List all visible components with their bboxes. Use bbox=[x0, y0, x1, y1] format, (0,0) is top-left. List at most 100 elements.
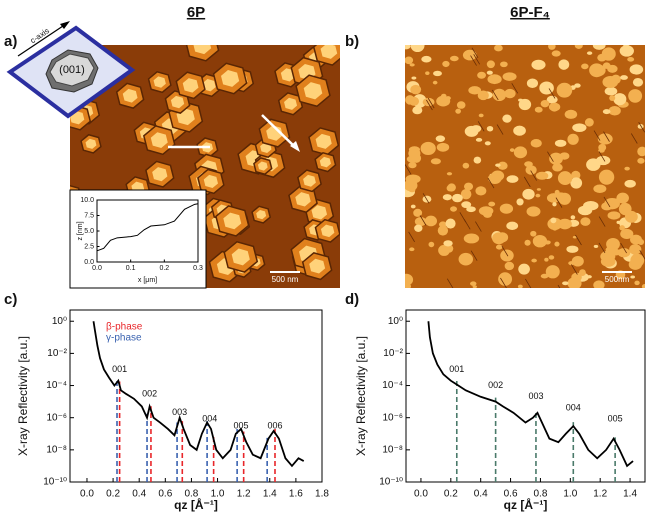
afm-grain bbox=[554, 241, 560, 247]
afm-grain bbox=[425, 71, 430, 75]
afm-streak bbox=[523, 176, 531, 188]
afm-grain bbox=[408, 162, 417, 169]
arrow-head bbox=[60, 21, 70, 29]
afm-grain bbox=[502, 72, 517, 81]
afm-grain bbox=[630, 275, 636, 279]
peak-label: 005 bbox=[234, 420, 249, 430]
afm-grain bbox=[475, 186, 487, 196]
afm-grain bbox=[598, 169, 615, 185]
y-tick-label: 10⁻¹⁰ bbox=[379, 477, 403, 488]
afm-grain-top bbox=[303, 82, 323, 100]
afm-grain bbox=[567, 277, 582, 288]
afm-grain bbox=[531, 59, 546, 70]
afm-grain bbox=[450, 206, 457, 212]
x-tick-label: 1.4 bbox=[263, 489, 277, 500]
x-tick-label: 0.4 bbox=[132, 489, 146, 500]
afm-grain bbox=[616, 192, 629, 204]
afm-grain bbox=[502, 114, 512, 123]
afm-grain bbox=[409, 247, 415, 252]
afm-grain bbox=[624, 166, 630, 171]
crystal-icon: c-axis (001) bbox=[6, 21, 136, 119]
plot-frame bbox=[69, 309, 323, 483]
x-tick-label: 1.4 bbox=[623, 489, 637, 500]
afm-grain bbox=[408, 146, 421, 153]
y-axis-label: z [nm] bbox=[77, 221, 84, 240]
afm-streak bbox=[501, 245, 509, 257]
afm-grain bbox=[574, 83, 581, 88]
afm-grain bbox=[437, 225, 449, 236]
afm-grain bbox=[494, 45, 503, 52]
afm-grain bbox=[548, 45, 556, 50]
afm-grain-top bbox=[320, 224, 335, 238]
afm-grain bbox=[468, 86, 482, 95]
panel-label: b) bbox=[345, 33, 359, 50]
crystal-face bbox=[49, 53, 95, 87]
scale-bar-label: 500 nm bbox=[272, 275, 299, 284]
afm-grain bbox=[443, 240, 453, 247]
afm-grain bbox=[557, 171, 573, 186]
afm-grain bbox=[499, 203, 514, 214]
afm-grain bbox=[411, 76, 417, 80]
peak-label: 005 bbox=[608, 414, 623, 424]
afm-grain bbox=[460, 189, 472, 200]
afm-grain bbox=[601, 47, 616, 61]
afm-streak bbox=[500, 277, 507, 288]
peak-label: 003 bbox=[528, 391, 543, 401]
afm-grain bbox=[414, 217, 427, 227]
x-tick-label: 0.0 bbox=[92, 265, 102, 272]
x-tick-label: 0.2 bbox=[159, 265, 169, 272]
afm-grain bbox=[495, 163, 501, 167]
peak-label: 002 bbox=[488, 380, 503, 390]
afm-grain bbox=[616, 220, 621, 225]
afm-grain bbox=[413, 208, 423, 217]
y-tick-label: 10⁻⁶ bbox=[382, 412, 403, 423]
y-tick-label: 10⁻² bbox=[47, 348, 67, 359]
afm-grain bbox=[495, 244, 503, 250]
afm-grain bbox=[414, 224, 423, 232]
afm-grain bbox=[530, 138, 542, 148]
x-tick-label: 0.0 bbox=[80, 489, 94, 500]
afm-grain bbox=[566, 245, 579, 253]
afm-streak bbox=[446, 278, 454, 288]
afm-streak bbox=[419, 215, 427, 226]
afm-grain bbox=[455, 108, 461, 114]
y-tick-label: 10⁰ bbox=[388, 316, 403, 327]
afm-grain bbox=[483, 210, 493, 218]
afm-grain bbox=[590, 64, 606, 77]
y-tick-label: 10⁻⁸ bbox=[382, 444, 403, 455]
x-tick-label: 1.0 bbox=[211, 489, 225, 500]
afm-streak bbox=[408, 231, 415, 243]
afm-grain bbox=[436, 142, 450, 152]
afm-grain bbox=[567, 133, 579, 145]
afm-streak bbox=[496, 124, 504, 135]
afm-grain bbox=[405, 174, 421, 184]
afm-grain bbox=[472, 285, 477, 288]
afm-grain-top bbox=[260, 142, 272, 153]
afm-grain bbox=[442, 60, 450, 68]
y-tick-label: 10⁻⁴ bbox=[382, 380, 403, 391]
afm-grain bbox=[462, 49, 477, 61]
x-axis-label: qz [Å⁻¹] bbox=[174, 497, 218, 512]
y-tick-label: 0.0 bbox=[84, 259, 94, 266]
afm-grain bbox=[526, 206, 541, 217]
data-line bbox=[96, 203, 199, 252]
afm-grain bbox=[461, 201, 472, 209]
x-axis-label: qz [Å⁻¹] bbox=[504, 497, 548, 512]
afm-grain bbox=[410, 84, 422, 95]
afm-grain bbox=[604, 87, 618, 96]
y-tick-label: 10⁻² bbox=[383, 348, 403, 359]
afm-grain bbox=[456, 101, 466, 109]
axis-arrow bbox=[17, 23, 67, 57]
afm-streak bbox=[530, 170, 537, 181]
afm-streak bbox=[525, 278, 532, 288]
afm-grain bbox=[488, 173, 502, 184]
x-tick-label: 1.8 bbox=[315, 489, 329, 500]
afm-grain bbox=[408, 187, 416, 193]
afm-grain bbox=[530, 230, 537, 237]
y-axis-label: X-ray Reflectivity [a.u.] bbox=[16, 336, 30, 456]
afm-grain bbox=[613, 93, 627, 106]
afm-grain bbox=[583, 201, 599, 211]
afm-grain bbox=[500, 249, 514, 262]
afm-grain bbox=[470, 281, 477, 286]
